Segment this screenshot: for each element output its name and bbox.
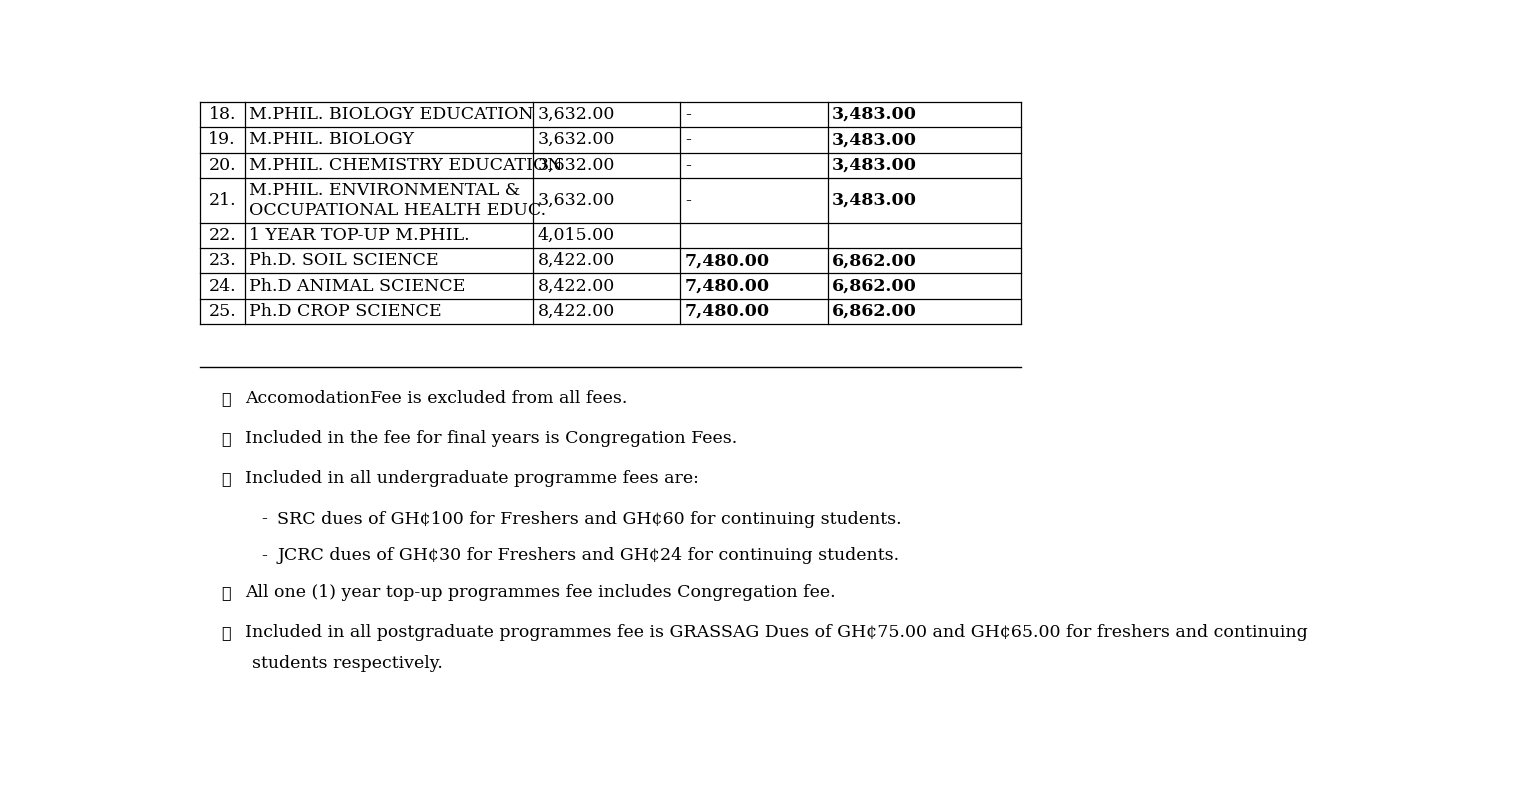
Text: M.PHIL. ENVIRONMENTAL &: M.PHIL. ENVIRONMENTAL & [249, 182, 521, 199]
Text: -: - [261, 510, 267, 528]
Text: 3,632.00: 3,632.00 [538, 106, 614, 123]
Text: Ph.D. SOIL SCIENCE: Ph.D. SOIL SCIENCE [249, 252, 439, 269]
Text: students respectively.: students respectively. [252, 654, 444, 672]
Text: 3,483.00: 3,483.00 [833, 106, 917, 123]
Text: -: - [261, 548, 267, 564]
Text: ➤: ➤ [221, 390, 230, 408]
Text: Ph.D ANIMAL SCIENCE: Ph.D ANIMAL SCIENCE [249, 278, 465, 295]
Text: M.PHIL. CHEMISTRY EDUCATION: M.PHIL. CHEMISTRY EDUCATION [249, 157, 562, 174]
Text: 7,480.00: 7,480.00 [685, 303, 770, 320]
Text: SRC dues of GH¢100 for Freshers and GH¢60 for continuing students.: SRC dues of GH¢100 for Freshers and GH¢6… [278, 510, 902, 528]
Text: M.PHIL. BIOLOGY: M.PHIL. BIOLOGY [249, 131, 415, 148]
Text: 1 YEAR TOP-UP M.PHIL.: 1 YEAR TOP-UP M.PHIL. [249, 227, 470, 244]
Text: 6,862.00: 6,862.00 [833, 303, 917, 320]
Text: 3,483.00: 3,483.00 [833, 131, 917, 148]
Text: 18.: 18. [209, 106, 237, 123]
Text: -: - [685, 131, 691, 148]
Text: 4,015.00: 4,015.00 [538, 227, 614, 244]
Text: OCCUPATIONAL HEALTH EDUC.: OCCUPATIONAL HEALTH EDUC. [249, 201, 547, 219]
Text: 20.: 20. [209, 157, 237, 174]
Text: 7,480.00: 7,480.00 [685, 252, 770, 269]
Text: -: - [685, 192, 691, 209]
Text: Included in the fee for final years is Congregation Fees.: Included in the fee for final years is C… [244, 431, 737, 447]
Text: 6,862.00: 6,862.00 [833, 278, 917, 295]
Text: JCRC dues of GH¢30 for Freshers and GH¢24 for continuing students.: JCRC dues of GH¢30 for Freshers and GH¢2… [278, 548, 900, 564]
Text: 22.: 22. [209, 227, 237, 244]
Text: -: - [685, 106, 691, 123]
Text: ➤: ➤ [221, 625, 230, 642]
Text: 8,422.00: 8,422.00 [538, 252, 614, 269]
Text: 21.: 21. [209, 192, 237, 209]
Text: 3,483.00: 3,483.00 [833, 157, 917, 174]
Text: 7,480.00: 7,480.00 [685, 278, 770, 295]
Text: 23.: 23. [209, 252, 237, 269]
Text: ➤: ➤ [221, 470, 230, 487]
Text: 3,483.00: 3,483.00 [833, 192, 917, 209]
Text: 19.: 19. [209, 131, 237, 148]
Text: ➤: ➤ [221, 431, 230, 447]
Text: 25.: 25. [209, 303, 237, 320]
Text: AccomodationFee is excluded from all fees.: AccomodationFee is excluded from all fee… [244, 390, 627, 408]
Text: Included in all undergraduate programme fees are:: Included in all undergraduate programme … [244, 470, 699, 487]
Text: 8,422.00: 8,422.00 [538, 278, 614, 295]
Text: 6,862.00: 6,862.00 [833, 252, 917, 269]
Text: Included in all postgraduate programmes fee is GRASSAG Dues of GH¢75.00 and GH¢6: Included in all postgraduate programmes … [244, 625, 1307, 642]
Text: All one (1) year top-up programmes fee includes Congregation fee.: All one (1) year top-up programmes fee i… [244, 584, 836, 602]
Text: ➤: ➤ [221, 584, 230, 602]
Text: 3,632.00: 3,632.00 [538, 157, 614, 174]
Text: 3,632.00: 3,632.00 [538, 192, 614, 209]
Text: -: - [685, 157, 691, 174]
Text: 3,632.00: 3,632.00 [538, 131, 614, 148]
Text: 24.: 24. [209, 278, 237, 295]
Text: M.PHIL. BIOLOGY EDUCATION: M.PHIL. BIOLOGY EDUCATION [249, 106, 535, 123]
Text: 8,422.00: 8,422.00 [538, 303, 614, 320]
Text: Ph.D CROP SCIENCE: Ph.D CROP SCIENCE [249, 303, 442, 320]
